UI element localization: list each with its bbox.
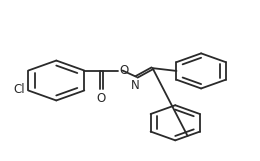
Text: Cl: Cl <box>14 83 25 96</box>
Text: O: O <box>96 92 106 105</box>
Text: N: N <box>131 79 140 92</box>
Text: O: O <box>119 64 128 77</box>
